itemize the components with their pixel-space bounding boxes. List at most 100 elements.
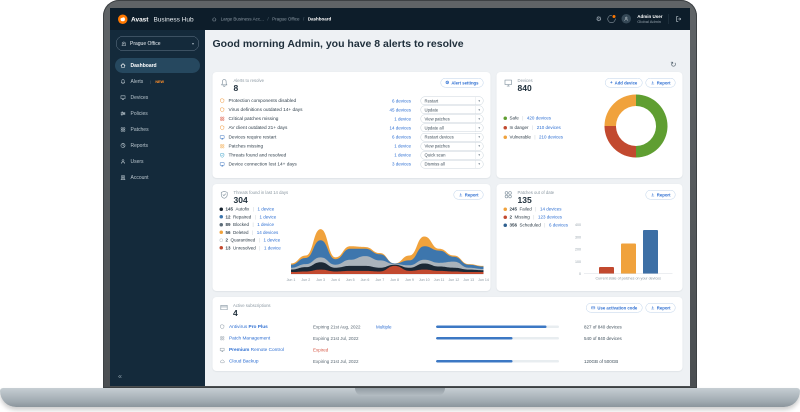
alert-devices-link[interactable]: 1 device [394,143,411,149]
subscription-name-link[interactable]: Antivirus Pro Plus [229,324,268,330]
subscription-name-link[interactable]: Premium Remote Control [229,347,284,353]
legend-devices-link[interactable]: 1 device [263,245,281,251]
legend-separator: | [535,206,537,212]
breadcrumb-item[interactable]: Large Business Acc... [220,16,264,22]
sidebar-item-label: Account [130,174,149,181]
legend-count: 12 [225,214,231,220]
add-device-button[interactable]: + Add device [604,78,643,88]
settings-gear-icon[interactable]: ⚙ [595,15,602,23]
download-icon [650,193,655,198]
sidebar-item-devices[interactable]: Devices [115,90,200,105]
subscriptions-report-button[interactable]: Report [645,303,676,313]
legend-devices-link[interactable]: 123 devices [537,214,562,220]
legend-item: 56 Deleted | 14 devices [219,229,281,235]
legend-devices-link[interactable]: 1 device [263,237,281,243]
legend-devices-link[interactable]: 14 devices [256,229,279,235]
alert-action-dropdown[interactable]: View patches ▾ [420,114,484,124]
sidebar-item-policies[interactable]: Policies [115,106,200,121]
x-axis-label: Jun 7 [375,277,385,283]
sidebar-item-label: Dashboard [130,62,157,69]
threats-report-button[interactable]: Report [453,190,484,200]
alert-devices-link[interactable]: 1 device [394,116,411,122]
sidebar-item-users[interactable]: Users [115,154,200,169]
legend-devices-link[interactable]: 14 devices [539,206,562,212]
subscription-name-link[interactable]: Cloud Backup [229,358,259,365]
sidebar-item-patches[interactable]: Patches [115,122,200,137]
org-selector[interactable]: Prague Office ▾ [116,36,199,51]
devices-card: Devices 840 + Add device [496,72,683,178]
avatar[interactable] [621,14,632,24]
alert-action-dropdown[interactable]: View patches ▾ [420,141,484,151]
bar-y-axis: 400 300 200 100 0 [570,223,582,277]
alert-action-dropdown[interactable]: Update all ▾ [420,123,484,133]
patches-report-button[interactable]: Report [645,190,676,200]
legend-item: 2 Missing | 123 devices [503,214,568,220]
alert-devices-link[interactable]: 1 device [394,152,411,158]
sidebar-item-account[interactable]: Account [115,170,200,185]
threats-card-title: Threats found in last 14 days [233,190,289,195]
alert-devices-link[interactable]: 14 devices [389,125,411,131]
legend-separator: | [258,237,260,243]
alert-devices-link[interactable]: 3 devices [391,161,411,167]
sidebar-item-reports[interactable]: Reports [115,138,200,153]
legend-name: In danger [509,125,529,130]
legend-dot [503,125,507,130]
alert-action-dropdown[interactable]: Restart ▾ [420,96,484,105]
subscription-name-link[interactable]: Patch Management [229,335,271,342]
brand-suffix: Business Hub [153,15,194,23]
sidebar-item-label: Users [130,158,144,165]
topbar: Avast Business Hub Large Business Acc...… [110,8,690,30]
refresh-icon[interactable]: ↻ [670,60,677,69]
download-icon [650,306,655,311]
brand[interactable]: Avast Business Hub [118,14,194,24]
alert-devices-link[interactable]: 45 devices [389,107,411,113]
legend-count: 2 [225,237,229,243]
logout-icon[interactable] [675,15,682,22]
breadcrumb-item[interactable]: Dashboard [307,16,332,22]
devices-card-title-block: Devices 840 [518,78,533,94]
sidebar-item-alerts[interactable]: Alerts | NEW [115,74,200,89]
user-menu[interactable]: Admin User Global Admin [637,14,662,24]
legend-devices-link[interactable]: 420 devices [526,115,551,121]
notifications-icon[interactable] [607,13,617,23]
legend-separator: | [544,222,546,228]
monitor-icon [220,347,226,353]
app-body: Prague Office ▾ Dashboard Alerts | NEW Devic… [110,30,690,386]
alert-settings-button[interactable]: ⚙ Alert settings [440,78,484,88]
alert-action-dropdown[interactable]: Quick scan ▾ [420,150,484,160]
subscription-progress [436,360,559,363]
alert-action-label: View patches [424,143,450,149]
alert-devices-link[interactable]: 6 devices [391,134,411,140]
breadcrumb-item[interactable]: Prague Office [272,16,300,22]
legend-devices-link[interactable]: 1 device [259,214,277,220]
sidebar-collapse-button[interactable]: « [118,372,122,380]
subscriptions-card: Active subscriptions 4 Use activation co… [212,297,683,371]
use-activation-code-button[interactable]: Use activation code [585,303,643,313]
legend-devices-link[interactable]: 210 devices [539,134,564,140]
subscription-usage: 540 of 840 devices [584,335,622,341]
patches-card-actions: Report [645,190,676,200]
subscription-expiry: Expired [313,347,329,353]
alert-action-dropdown[interactable]: Dismiss all ▾ [420,159,484,169]
sidebar-item-dashboard[interactable]: Dashboard [115,58,200,73]
bar-chart-caption: Current state of patches on your devices [595,276,661,281]
threats-count: 304 [233,195,248,206]
legend-devices-link[interactable]: 1 device [257,206,275,212]
devices-report-button[interactable]: Report [645,78,676,88]
patches-icon [120,127,126,133]
subscription-multiple-link[interactable]: Multiple [376,324,392,330]
legend-devices-link[interactable]: 210 devices [536,125,561,130]
bell-icon [220,78,230,88]
legend-separator: | [252,222,254,227]
threats-area-chart [291,229,484,275]
legend-devices-link[interactable]: 6 devices [548,222,568,228]
threats-card-title-block: Threats found in last 14 days 304 [234,190,289,206]
alert-action-dropdown[interactable]: Update ▾ [420,105,484,115]
legend-dot [503,116,507,120]
alert-action-dropdown[interactable]: Restart devices ▾ [420,132,484,142]
alert-action-label: Update [424,107,439,113]
y-tick-label: 0 [579,271,581,277]
alert-action-label: Quick scan [424,152,446,158]
legend-devices-link[interactable]: 1 device [257,222,274,227]
alert-devices-link[interactable]: 6 devices [391,98,411,104]
